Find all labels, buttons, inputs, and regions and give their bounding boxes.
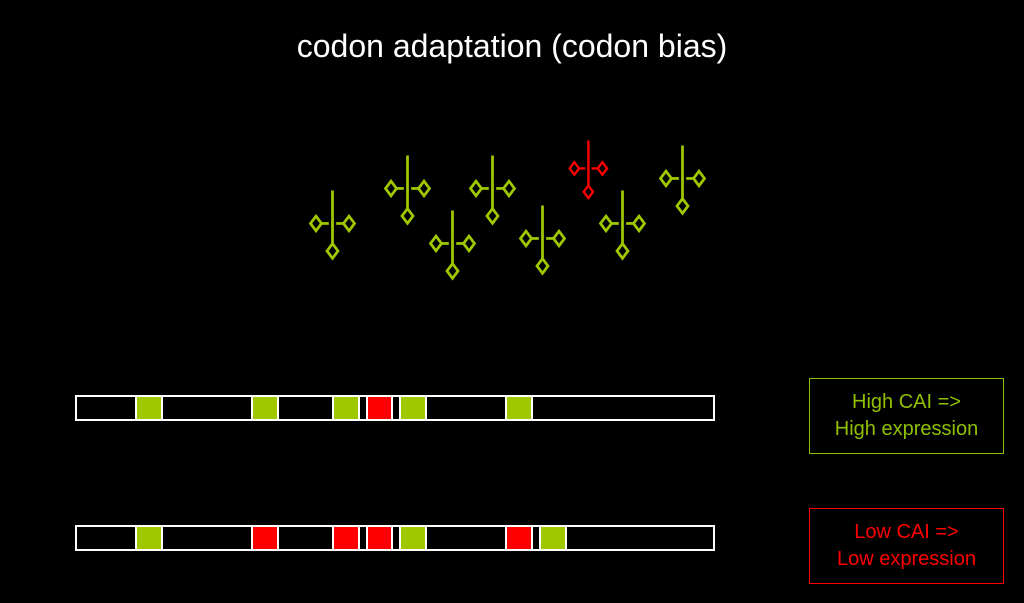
- codon-spacer: [393, 397, 401, 419]
- codon-optimal: [401, 527, 427, 549]
- infobox-high-line1: High CAI =>: [818, 389, 995, 416]
- codon-optimal: [541, 527, 567, 549]
- codon-optimal: [137, 397, 163, 419]
- trna-icon-common: [465, 155, 520, 234]
- infobox-high-line2: High expression: [818, 416, 995, 443]
- codon-optimal: [253, 397, 279, 419]
- codon-optimal: [137, 527, 163, 549]
- codon-spacer: [427, 527, 507, 549]
- codon-rare: [368, 527, 394, 549]
- codon-spacer: [567, 527, 713, 549]
- codon-spacer: [427, 397, 507, 419]
- codon-optimal: [507, 397, 533, 419]
- codon-spacer: [360, 527, 368, 549]
- codon-spacer: [279, 527, 334, 549]
- page-title: codon adaptation (codon bias): [0, 28, 1024, 65]
- codon-spacer: [360, 397, 368, 419]
- sequence-bar-low: [75, 525, 715, 551]
- codon-spacer: [533, 527, 541, 549]
- trna-icon-common: [515, 205, 570, 284]
- trna-cluster: [290, 130, 750, 290]
- codon-spacer: [533, 397, 713, 419]
- infobox-high-cai: High CAI => High expression: [809, 378, 1004, 454]
- trna-icon-common: [655, 145, 710, 224]
- codon-optimal: [401, 397, 427, 419]
- codon-spacer: [77, 527, 137, 549]
- codon-rare: [334, 527, 360, 549]
- codon-spacer: [77, 397, 137, 419]
- infobox-low-line1: Low CAI =>: [818, 519, 995, 546]
- infobox-low-cai: Low CAI => Low expression: [809, 508, 1004, 584]
- codon-spacer: [163, 527, 253, 549]
- codon-spacer: [279, 397, 334, 419]
- codon-spacer: [163, 397, 253, 419]
- codon-rare: [253, 527, 279, 549]
- trna-icon-common: [305, 190, 360, 269]
- codon-rare: [368, 397, 394, 419]
- sequence-bar-high: [75, 395, 715, 421]
- codon-rare: [507, 527, 533, 549]
- codon-spacer: [393, 527, 401, 549]
- trna-icon-common: [595, 190, 650, 269]
- codon-optimal: [334, 397, 360, 419]
- infobox-low-line2: Low expression: [818, 546, 995, 573]
